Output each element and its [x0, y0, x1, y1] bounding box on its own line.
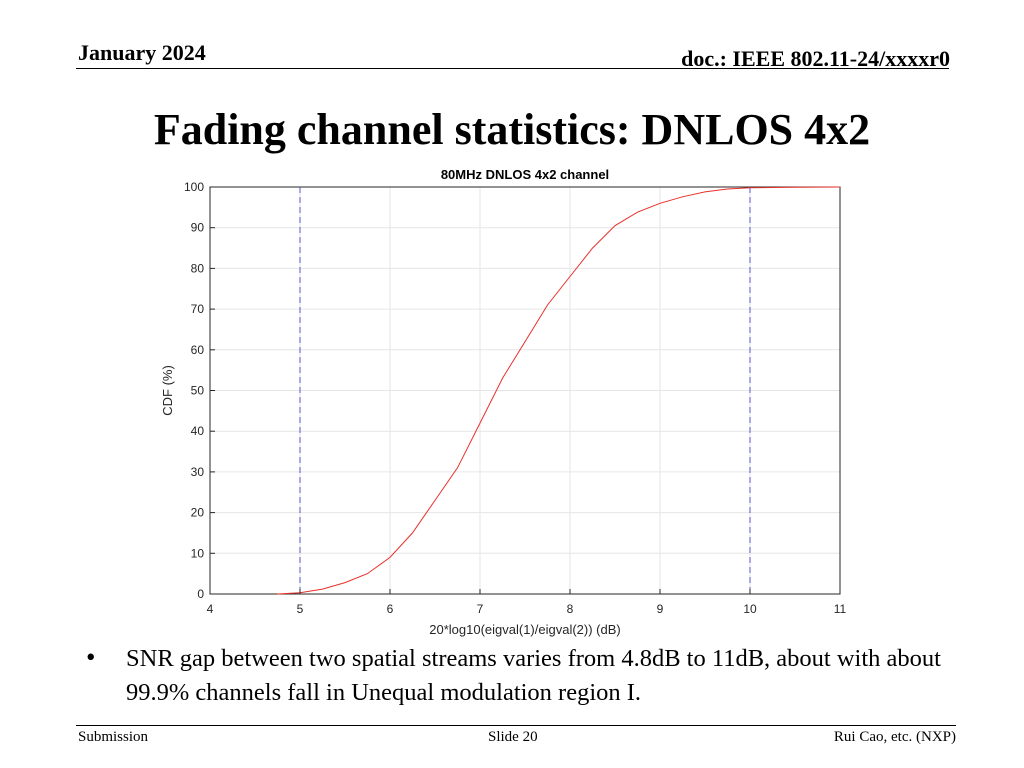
- x-axis-label: 20*log10(eigval(1)/eigval(2)) (dB): [429, 622, 620, 637]
- y-tick-label: 90: [191, 221, 205, 235]
- grid-layer: [209, 186, 841, 595]
- x-tick-label: 5: [297, 602, 304, 616]
- x-tick-label: 9: [657, 602, 664, 616]
- bullet-marker: •: [86, 642, 96, 672]
- tick-labels: 4 5 6 7 8 9 10 11 0 10 20 30 40 50 60 70 80 90 100: [184, 180, 847, 616]
- x-tick-label: 6: [387, 602, 394, 616]
- slide-title: Fading channel statistics: DNLOS 4x2: [153, 105, 871, 154]
- cdf-chart: 4 5 6 7 8 9 10 11 0 10 20 30 40 50 60 70 80 90 100 80MHz D…: [160, 167, 847, 637]
- y-tick-label: 60: [191, 343, 205, 357]
- header-doc-id: doc.: IEEE 802.11-24/xxxxr0: [681, 46, 950, 71]
- footer-rule: [76, 725, 956, 726]
- header-rule: [76, 68, 949, 69]
- footer-submission: Submission: [78, 729, 149, 745]
- vertical-lines: [299, 187, 751, 594]
- y-tick-label: 40: [191, 424, 205, 438]
- cdf-series-line: [277, 186, 841, 595]
- series-layer: [277, 186, 841, 595]
- bullet-text: SNR gap between two spatial streams vari…: [126, 645, 941, 706]
- x-tick-label: 10: [743, 602, 757, 616]
- y-tick-label: 0: [197, 587, 204, 601]
- y-tick-label: 10: [191, 546, 205, 560]
- y-tick-label: 20: [191, 506, 205, 520]
- chart-title: 80MHz DNLOS 4x2 channel: [441, 167, 609, 182]
- x-tick-label: 4: [207, 602, 214, 616]
- y-tick-label: 50: [191, 384, 205, 398]
- header-date: January 2024: [78, 40, 206, 65]
- x-tick-label: 8: [567, 602, 574, 616]
- y-axis-label: CDF (%): [160, 365, 175, 416]
- y-tick-label: 80: [191, 261, 205, 275]
- y-tick-label: 30: [191, 465, 205, 479]
- footer-slide-number: Slide 20: [488, 729, 538, 745]
- x-tick-label: 11: [834, 602, 847, 616]
- x-tick-label: 7: [477, 602, 484, 616]
- y-tick-label: 70: [191, 302, 205, 316]
- y-tick-label: 100: [184, 180, 204, 194]
- footer-author: Rui Cao, etc. (NXP): [833, 729, 956, 745]
